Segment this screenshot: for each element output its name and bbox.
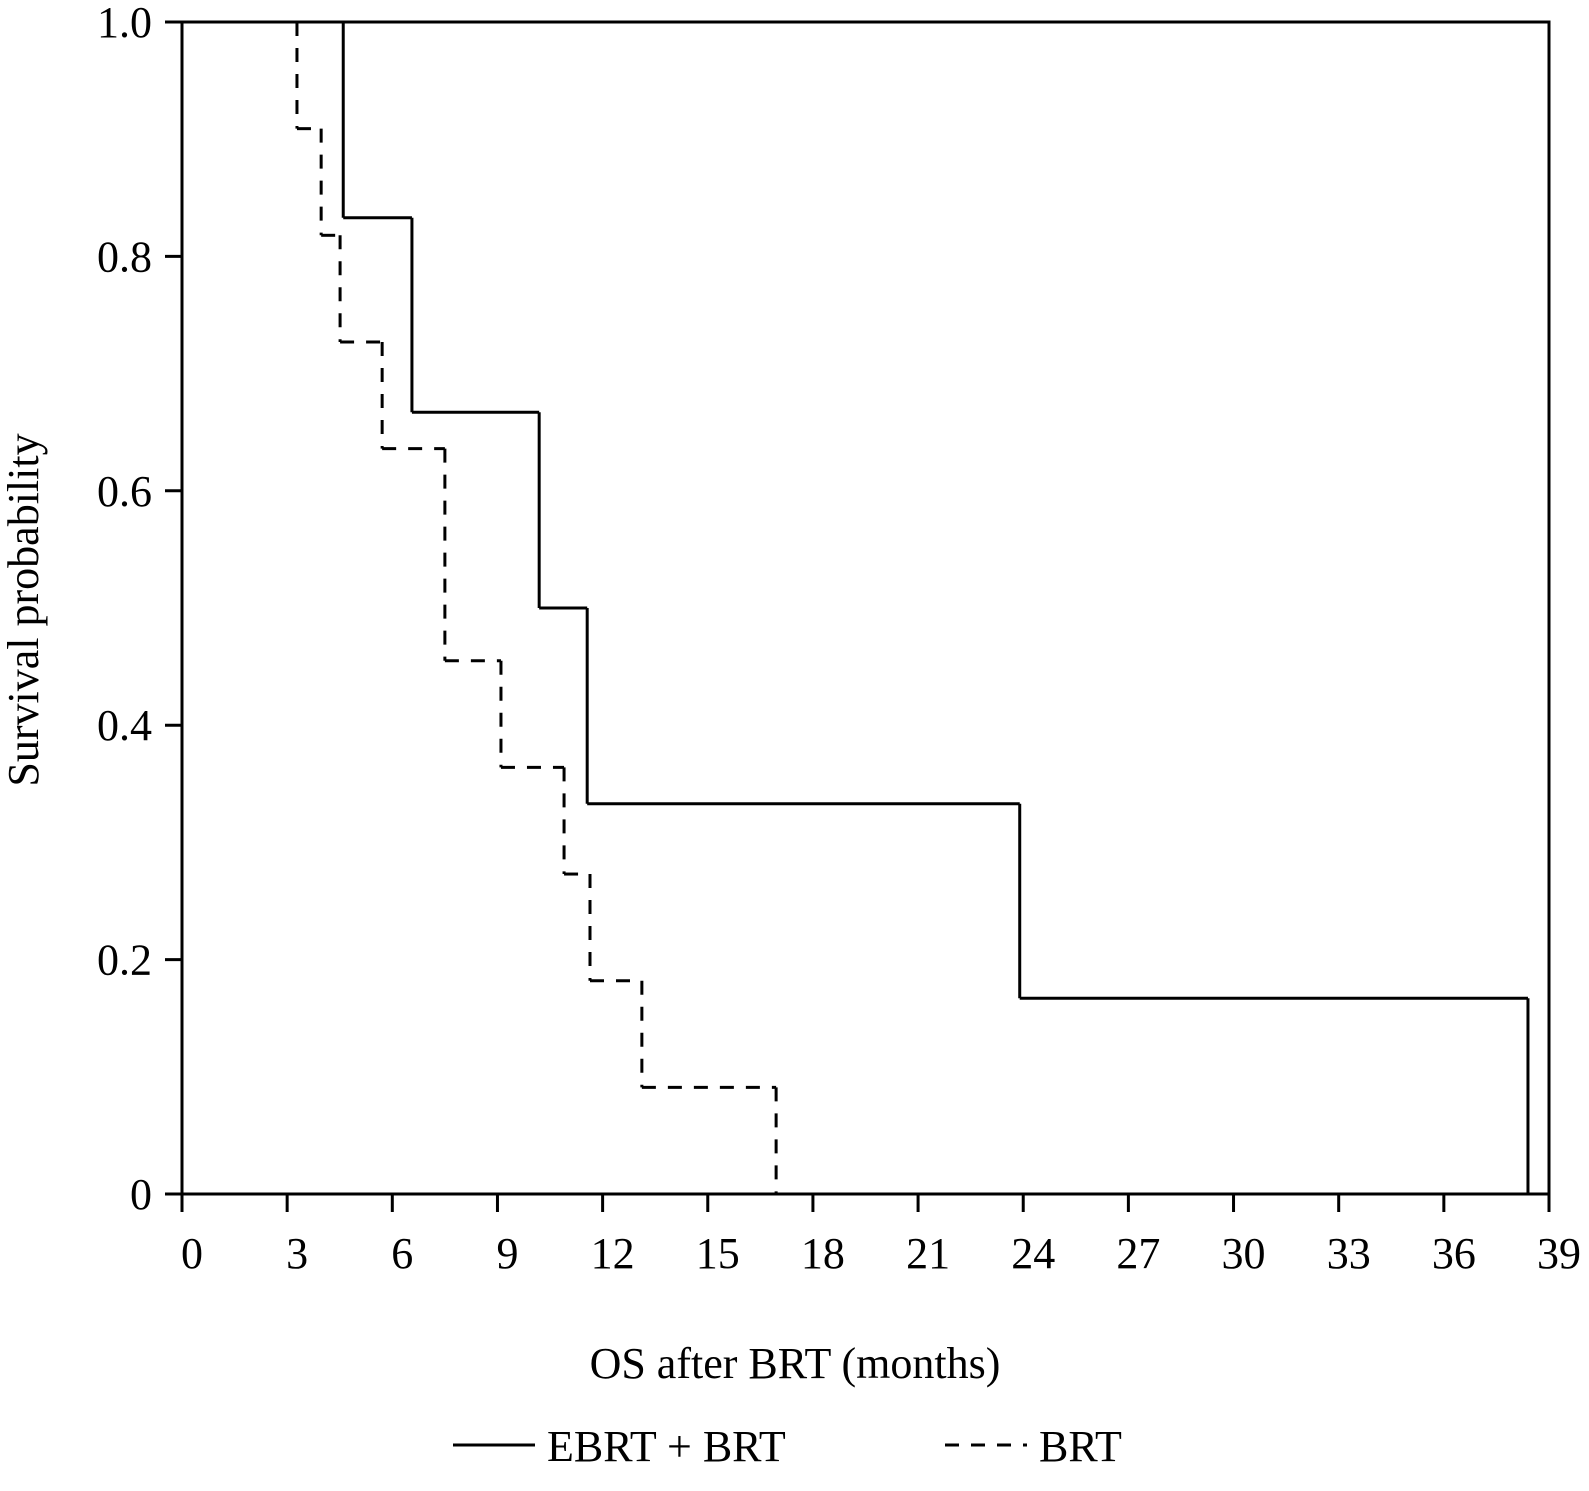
x-tick-label: 24 <box>1011 1229 1055 1278</box>
x-tick-label: 3 <box>286 1229 308 1278</box>
x-tick-label: 27 <box>1116 1229 1160 1278</box>
x-tick-label: 33 <box>1327 1229 1371 1278</box>
y-tick-label: 0.8 <box>97 232 152 281</box>
legend-label: BRT <box>1039 1422 1122 1471</box>
x-tick-label: 0 <box>181 1229 203 1278</box>
x-tick-label: 18 <box>801 1229 845 1278</box>
y-tick-label: 0.4 <box>97 701 152 750</box>
y-tick-label: 1.0 <box>97 0 152 47</box>
legend-label: EBRT + BRT <box>547 1422 786 1471</box>
y-tick-label: 0 <box>130 1170 152 1219</box>
x-tick-label: 21 <box>906 1229 950 1278</box>
x-tick-label: 9 <box>496 1229 518 1278</box>
x-tick-label: 39 <box>1537 1229 1581 1278</box>
x-tick-label: 30 <box>1222 1229 1266 1278</box>
y-tick-label: 0.6 <box>97 467 152 516</box>
x-axis-label: OS after BRT (months) <box>590 1339 1001 1388</box>
x-tick-label: 36 <box>1432 1229 1476 1278</box>
y-tick-label: 0.2 <box>97 936 152 985</box>
plot-frame <box>180 20 1551 1196</box>
x-tick-label: 15 <box>696 1229 740 1278</box>
x-tick-label: 6 <box>391 1229 413 1278</box>
y-axis-label: Survival probability <box>0 433 48 786</box>
x-tick-label: 12 <box>591 1229 635 1278</box>
